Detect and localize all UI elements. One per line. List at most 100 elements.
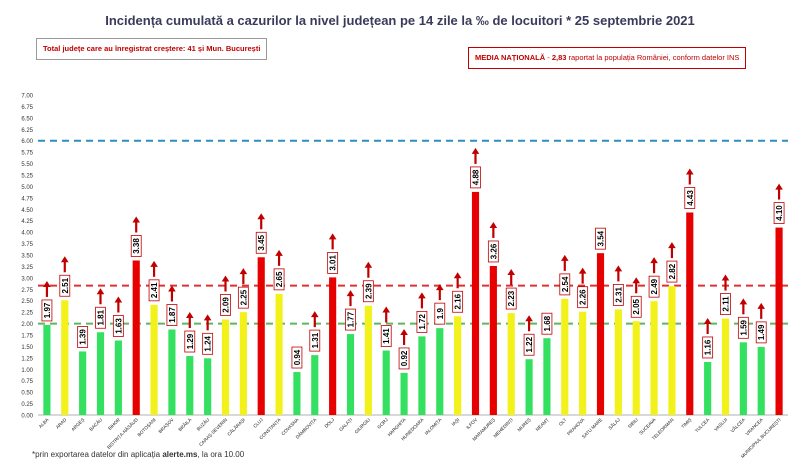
category-label: BUZĂU: [195, 416, 210, 431]
data-label-box: [595, 227, 606, 250]
data-label-text: 1.9: [436, 308, 445, 320]
data-label-box: [684, 187, 696, 209]
data-label: 1.49: [755, 321, 767, 344]
y-tick-label: 2.75: [21, 288, 33, 294]
category-label: TULCEA: [694, 417, 711, 434]
y-tick-label: 5.75: [21, 151, 33, 157]
data-label-box: [755, 321, 767, 344]
national-average-value: 2,83: [551, 53, 567, 62]
data-label-box: [327, 251, 339, 274]
data-label-text: 1.97: [43, 302, 52, 318]
data-label-box: [648, 275, 660, 298]
data-label-text: 1.24: [204, 335, 213, 351]
chart-title: Incidența cumulată a cazurilor la nivel …: [105, 13, 695, 28]
y-tick-label: 6.50: [21, 116, 33, 122]
category-label: DOLJ: [324, 417, 336, 429]
increase-arrow-head: [221, 275, 230, 282]
y-tick-label: 4.25: [21, 219, 33, 225]
data-label: 3.26: [487, 240, 499, 263]
footnote-link: alerte.ms: [162, 450, 198, 459]
data-label-text: 1.87: [168, 307, 177, 323]
national-average-dash: -: [545, 53, 552, 62]
data-label: 2.54: [559, 273, 571, 296]
data-label: 1.59: [737, 316, 749, 339]
data-label-box: [702, 336, 714, 359]
category-label: NEAMȚ: [535, 417, 550, 432]
increase-arrow-head: [525, 315, 533, 322]
category-label: IALOMIȚA: [424, 417, 443, 436]
category-label: CĂLĂRAȘI: [226, 416, 246, 436]
data-label-box: [452, 290, 464, 313]
data-label-box: [523, 333, 535, 356]
increase-arrow-head: [668, 242, 676, 249]
increase-arrow-head: [614, 265, 623, 272]
category-label: ARAD: [55, 417, 68, 430]
category-label: VÂLCEA: [729, 416, 747, 434]
data-label-text: 2.23: [507, 290, 516, 306]
data-label-box: [487, 240, 499, 263]
data-label: 1.97: [41, 299, 53, 322]
bar: [632, 321, 640, 415]
increase-arrow-head: [132, 216, 141, 223]
y-tick-label: 3.50: [21, 254, 33, 260]
data-label-box: [166, 304, 178, 326]
data-label: 2.51: [59, 274, 71, 297]
bar: [650, 301, 658, 415]
y-tick-label: 3.75: [21, 242, 33, 248]
y-tick-label: 1.50: [21, 345, 33, 351]
data-label-text: 2.25: [239, 289, 248, 305]
data-label-box: [666, 260, 678, 283]
bar: [668, 286, 676, 415]
increase-arrow-head: [739, 298, 748, 305]
data-label-text: 1.77: [347, 311, 356, 327]
bar: [79, 351, 87, 415]
bar: [471, 191, 480, 415]
data-label: 1.24: [202, 332, 214, 355]
data-label: 2.41: [148, 279, 160, 302]
increase-arrow-head: [185, 312, 194, 319]
increase-arrow-head: [60, 256, 69, 263]
data-label: 1.77: [345, 308, 356, 331]
data-label-box: [470, 166, 481, 189]
bar: [186, 356, 194, 415]
y-tick-label: 4.75: [21, 196, 33, 202]
data-label: 4.43: [684, 187, 696, 209]
footnote-suffix: , la ora 10.00: [197, 450, 245, 459]
increase-arrow-head: [418, 292, 426, 299]
y-tick-label: 6.00: [21, 139, 33, 145]
data-label-text: 1.81: [97, 309, 106, 325]
data-label-box: [148, 279, 160, 302]
category-label: BACĂU: [88, 416, 103, 431]
category-label: BIHOR: [107, 417, 121, 431]
data-label: 1.81: [95, 306, 106, 329]
data-label: 1.31: [309, 329, 321, 352]
increase-arrow-head: [382, 306, 391, 313]
data-label-text: 2.16: [454, 293, 463, 309]
data-label-text: 2.05: [632, 298, 641, 314]
y-tick-label: 6.75: [21, 105, 33, 111]
y-tick-label: 1.00: [21, 368, 33, 374]
data-label-box: [541, 312, 553, 335]
increase-arrow-head: [471, 147, 480, 154]
y-tick-label: 0.50: [21, 391, 33, 397]
data-label-text: 2.31: [614, 287, 623, 303]
y-tick-label: 5.00: [21, 185, 33, 191]
data-label-text: 1.22: [525, 336, 534, 352]
category-label: OLT: [558, 417, 568, 427]
data-label-text: 3.45: [257, 234, 266, 250]
bar: [561, 298, 569, 415]
data-label: 3.38: [130, 235, 142, 257]
data-label-box: [291, 346, 303, 369]
bar: [454, 316, 462, 415]
category-label: ALBA: [38, 417, 51, 430]
bar: [43, 324, 51, 415]
data-label-box: [184, 330, 196, 353]
data-label: 1.68: [541, 312, 553, 335]
y-tick-label: 5.25: [21, 174, 33, 180]
category-label: CLUJ: [252, 417, 264, 429]
bar: [221, 319, 230, 415]
data-label-box: [309, 329, 321, 352]
bar: [757, 346, 765, 415]
data-label: 1.29: [184, 330, 196, 353]
increase-arrow-head: [96, 288, 105, 295]
